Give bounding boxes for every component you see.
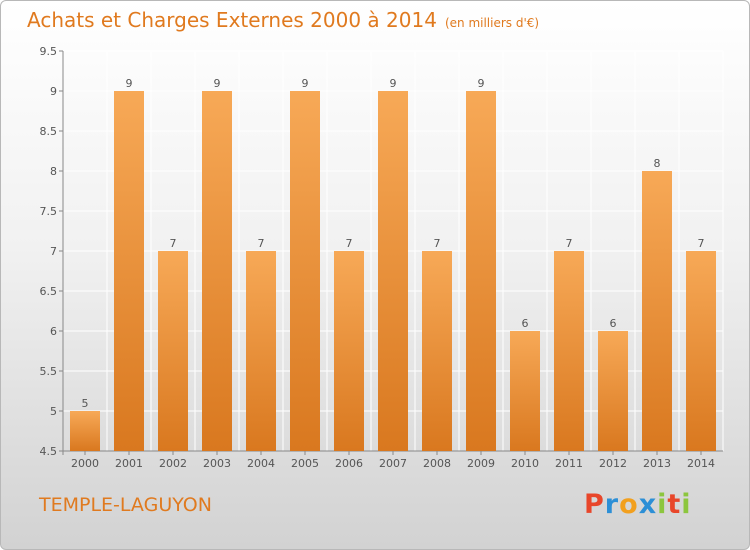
- brand-logo: Proxiti: [584, 489, 692, 520]
- data-label: 7: [258, 237, 265, 250]
- bar-2005: [290, 91, 320, 451]
- brand-letter: t: [667, 489, 682, 520]
- bar-2007: [378, 91, 408, 451]
- bar-2010: [510, 331, 540, 451]
- y-tick-label: 5.5: [40, 365, 58, 378]
- data-label: 7: [170, 237, 177, 250]
- data-label: 7: [434, 237, 441, 250]
- x-tick-label: 2014: [687, 457, 715, 470]
- title-text: Achats et Charges Externes 2000 à 2014: [27, 8, 437, 32]
- x-tick-label: 2008: [423, 457, 451, 470]
- data-labels: 5 9 7 9 7 9 7 9 7 9 6 7 6 8 7: [82, 77, 705, 410]
- y-tick-label: 7.5: [40, 205, 58, 218]
- brand-letter: o: [619, 489, 639, 520]
- data-label: 6: [522, 317, 529, 330]
- location-name: TEMPLE-LAGUYON: [39, 494, 212, 516]
- data-label: 8: [654, 157, 661, 170]
- x-tick-label: 2004: [247, 457, 275, 470]
- x-tick-label: 2011: [555, 457, 583, 470]
- y-tick-labels: 4.5 5 5.5 6 6.5 7 7.5 8 8.5 9 9.5: [40, 45, 58, 458]
- data-label: 7: [346, 237, 353, 250]
- data-label: 7: [698, 237, 705, 250]
- bar-2014: [686, 251, 716, 451]
- x-tick-label: 2013: [643, 457, 671, 470]
- data-label: 6: [610, 317, 617, 330]
- bars: [70, 91, 716, 451]
- y-tick-label: 8.5: [40, 125, 58, 138]
- y-tick-label: 7: [50, 245, 57, 258]
- data-label: 9: [214, 77, 221, 90]
- bar-2012: [598, 331, 628, 451]
- brand-letter: i: [681, 489, 692, 520]
- bar-2004: [246, 251, 276, 451]
- x-tick-label: 2000: [71, 457, 99, 470]
- bar-2006: [334, 251, 364, 451]
- x-tick-label: 2003: [203, 457, 231, 470]
- x-tick-label: 2006: [335, 457, 363, 470]
- x-tick-label: 2012: [599, 457, 627, 470]
- brand-letter: i: [657, 489, 668, 520]
- x-tick-label: 2001: [115, 457, 143, 470]
- chart-title: Achats et Charges Externes 2000 à 2014 (e…: [27, 8, 539, 32]
- x-tick-label: 2010: [511, 457, 539, 470]
- y-tick-label: 9: [50, 85, 57, 98]
- x-tick-label: 2009: [467, 457, 495, 470]
- brand-letter: x: [638, 489, 658, 520]
- brand-letter: P: [584, 489, 605, 520]
- y-tick-label: 8: [50, 165, 57, 178]
- y-tick-label: 6.5: [40, 285, 58, 298]
- brand-letter: r: [604, 489, 620, 520]
- bar-2001: [114, 91, 144, 451]
- x-tick-label: 2007: [379, 457, 407, 470]
- y-tick-label: 4.5: [40, 445, 58, 458]
- data-label: 9: [126, 77, 133, 90]
- bar-2003: [202, 91, 232, 451]
- data-label: 9: [478, 77, 485, 90]
- y-tick-label: 5: [50, 405, 57, 418]
- data-label: 7: [566, 237, 573, 250]
- bar-2002: [158, 251, 188, 451]
- bar-2008: [422, 251, 452, 451]
- y-tick-label: 6: [50, 325, 57, 338]
- bar-2013: [642, 171, 672, 451]
- x-tick-label: 2005: [291, 457, 319, 470]
- bar-2009: [466, 91, 496, 451]
- x-tick-label: 2002: [159, 457, 187, 470]
- data-label: 5: [82, 397, 89, 410]
- data-label: 9: [390, 77, 397, 90]
- bar-2011: [554, 251, 584, 451]
- bar-2000: [70, 411, 100, 451]
- x-tick-labels: 2000 2001 2002 2003 2004 2005 2006 2007 2008 2009…: [71, 457, 715, 470]
- data-label: 9: [302, 77, 309, 90]
- chart-subtitle: (en milliers d'€): [444, 16, 540, 30]
- y-tick-label: 9.5: [40, 45, 58, 58]
